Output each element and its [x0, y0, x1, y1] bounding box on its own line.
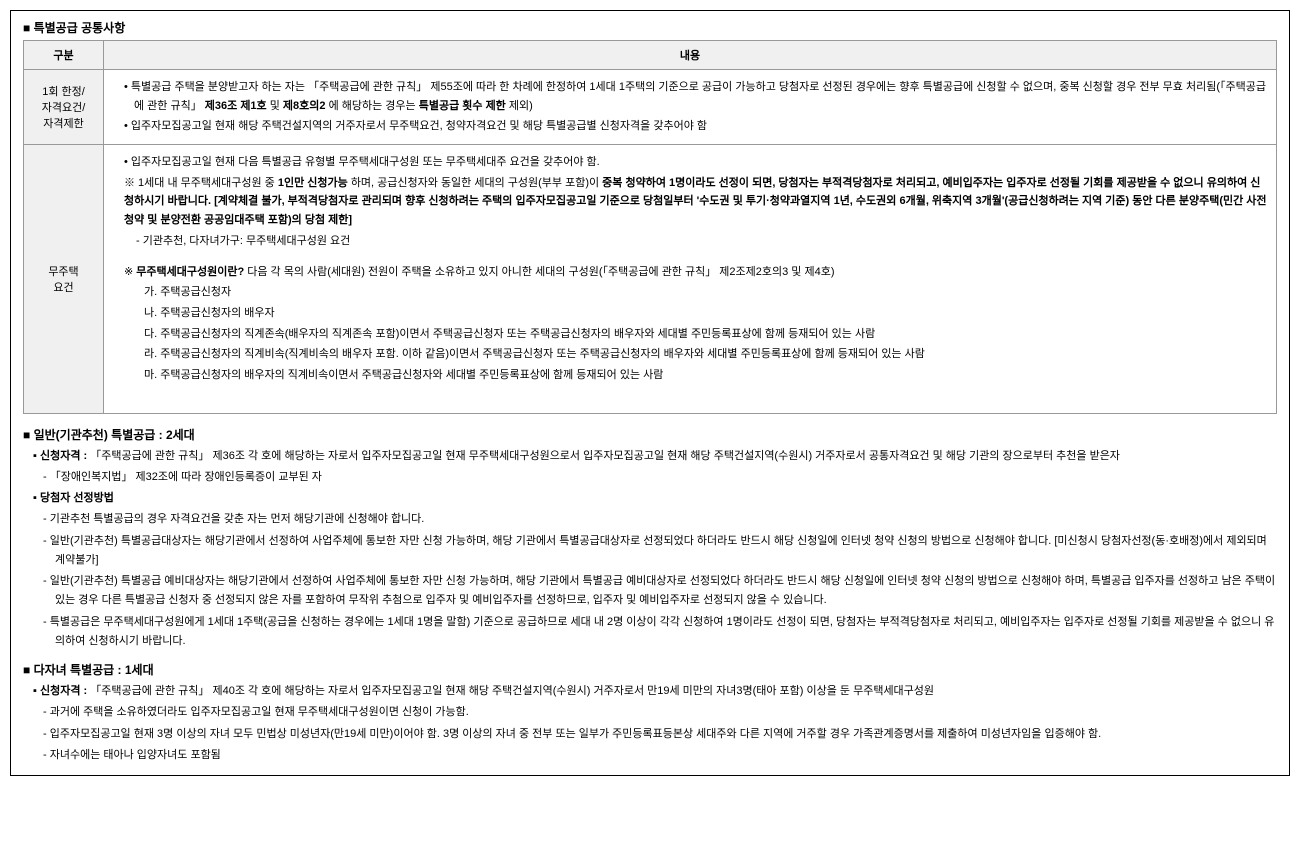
row2-n2-bold: 무주택세대구성원이란? [136, 266, 244, 278]
row2-li1: 가. 주택공급신청자 [144, 283, 1268, 302]
row2-n1-pre: ※ 1세대 내 무주택세대구성원 중 [124, 177, 278, 189]
sec2-d1: - 과거에 주택을 소유하였더라도 입주자모집공고일 현재 무주택세대구성원이면… [43, 703, 1277, 722]
row2-li2: 나. 주택공급신청자의 배우자 [144, 304, 1268, 323]
row2-label: 무주택 요건 [24, 145, 104, 414]
common-table: 구분 내용 1회 한정/ 자격요건/ 자격제한 • 특별공급 주택을 분양받고자… [23, 40, 1277, 414]
row1-b1-bold2: 제8호의2 [283, 100, 326, 112]
row1-b1-end: 제외) [509, 100, 533, 112]
sec1-title: ■ 일반(기관추천) 특별공급 : 2세대 [23, 426, 1277, 443]
row1-label: 1회 한정/ 자격요건/ 자격제한 [24, 70, 104, 145]
row2-n2-pre: ※ [124, 266, 136, 278]
row2-content: • 입주자모집공고일 현재 다음 특별공급 유형별 무주택세대구성원 또는 무주… [104, 145, 1277, 414]
row1-b1-bold3: 특별공급 횟수 제한 [419, 100, 506, 112]
row1-b2: • 입주자모집공고일 현재 해당 주택건설지역의 거주자로서 무주택요건, 청약… [124, 117, 1268, 136]
main-title: ■ 특별공급 공통사항 [23, 19, 1277, 36]
row2-note1: ※ 1세대 내 무주택세대구성원 중 1인만 신청가능 하며, 공급신청자와 동… [124, 174, 1268, 230]
row1-b1-bold1: 제36조 제1호 [205, 100, 267, 112]
sec2-d2: - 입주자모집공고일 현재 3명 이상의 자녀 모두 민법상 미성년자(만19세… [43, 725, 1277, 744]
sec1-d2: - 기관추천 특별공급의 경우 자격요건을 갖춘 자는 먼저 해당기관에 신청해… [43, 510, 1277, 529]
sec2-d3: - 자녀수에는 태아나 입양자녀도 포함됨 [43, 746, 1277, 765]
row2-note2: ※ 무주택세대구성원이란? 다음 각 목의 사람(세대원) 전원이 주택을 소유… [124, 263, 1268, 282]
sec2-title: ■ 다자녀 특별공급 : 1세대 [23, 661, 1277, 678]
row2-li3: 다. 주택공급신청자의 직계존속(배우자의 직계존속 포함)이면서 주택공급신청… [144, 325, 1268, 344]
sec2-p1: ▪ 신청자격 : 「주택공급에 관한 규칙」 제40조 각 호에 해당하는 자로… [33, 682, 1277, 701]
sec1-p1-text: 「주택공급에 관한 규칙」 제36조 각 호에 해당하는 자로서 입주자모집공고… [90, 450, 1120, 462]
sec1-d3: - 일반(기관추천) 특별공급대상자는 해당기관에서 선정하여 사업주체에 통보… [43, 532, 1277, 571]
row2-li4: 라. 주택공급신청자의 직계비속(직계비속의 배우자 포함. 이하 같음)이면서… [144, 345, 1268, 364]
row2-b1: • 입주자모집공고일 현재 다음 특별공급 유형별 무주택세대구성원 또는 무주… [124, 153, 1268, 172]
row1-content: • 특별공급 주택을 분양받고자 하는 자는 「주택공급에 관한 규칙」 제55… [104, 70, 1277, 145]
sec1-d5: - 특별공급은 무주택세대구성원에게 1세대 1주택(공급을 신청하는 경우에는… [43, 613, 1277, 652]
sec2-p1-text: 「주택공급에 관한 규칙」 제40조 각 호에 해당하는 자로서 입주자모집공고… [90, 685, 934, 697]
row1-b1-post: 에 해당하는 경우는 [329, 100, 419, 112]
row2-n1-bold1: 1인만 신청가능 [278, 177, 348, 189]
sec1-d1: - 「장애인복지법」 제32조에 따라 장애인등록증이 교부된 자 [43, 468, 1277, 487]
sec1-h2: ▪ 당첨자 선정방법 [33, 489, 1277, 508]
sec1-p1-label: ▪ 신청자격 : [33, 450, 87, 462]
row1-b1-mid: 및 [270, 100, 283, 112]
row2-n1-mid: 하며, 공급신청자와 동일한 세대의 구성원(부부 포함)이 [351, 177, 602, 189]
th-content: 내용 [104, 41, 1277, 70]
sec1-d4: - 일반(기관추천) 특별공급 예비대상자는 해당기관에서 선정하여 사업주체에… [43, 572, 1277, 611]
sec1-p1: ▪ 신청자격 : 「주택공급에 관한 규칙」 제36조 각 호에 해당하는 자로… [33, 447, 1277, 466]
row2-d1: - 기관추천, 다자녀가구: 무주택세대구성원 요건 [136, 232, 1268, 251]
th-category: 구분 [24, 41, 104, 70]
document-frame: ■ 특별공급 공통사항 구분 내용 1회 한정/ 자격요건/ 자격제한 • 특별… [10, 10, 1290, 776]
row1-b1: • 특별공급 주택을 분양받고자 하는 자는 「주택공급에 관한 규칙」 제55… [124, 78, 1268, 115]
sec2-p1-label: ▪ 신청자격 : [33, 685, 87, 697]
row2-li5: 마. 주택공급신청자의 배우자의 직계비속이면서 주택공급신청자와 세대별 주민… [144, 366, 1268, 385]
row2-n2-post: 다음 각 목의 사람(세대원) 전원이 주택을 소유하고 있지 아니한 세대의 … [247, 266, 834, 278]
